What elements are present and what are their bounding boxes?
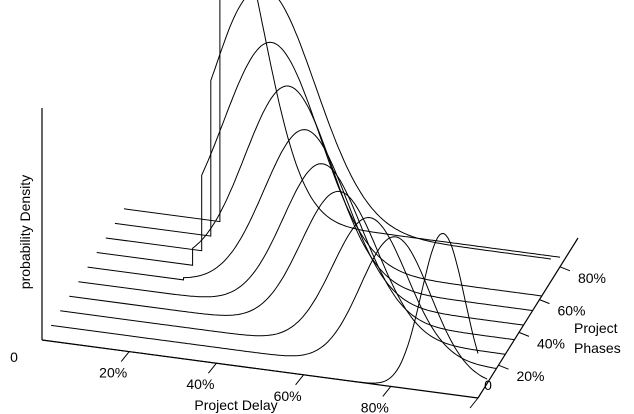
z-tick-mark bbox=[539, 299, 550, 305]
series-curve-1 bbox=[41, 232, 479, 384]
x-tick-label: 0 bbox=[10, 349, 18, 365]
y-axis-title: probability Density bbox=[17, 175, 33, 289]
x-tick-mark bbox=[382, 386, 392, 397]
x-tick-mark bbox=[120, 351, 130, 362]
z-tick-label: 40% bbox=[537, 335, 565, 351]
series-curves bbox=[41, 0, 561, 384]
z-tick-label: 0 bbox=[484, 377, 492, 393]
z-axis-line bbox=[477, 237, 579, 399]
x-tick-label: 40% bbox=[186, 376, 214, 392]
axes bbox=[41, 108, 579, 399]
x-tick-mark bbox=[208, 362, 217, 374]
z-axis-title-line1: Project bbox=[574, 320, 618, 336]
axis-ticks: 0 20% 40% 60% 80% 100% 0 20% 40% 60% 80% bbox=[10, 266, 606, 414]
series-curve-7 bbox=[96, 85, 533, 311]
axis-labels: probability Density Project Delay Projec… bbox=[17, 175, 621, 413]
x-tick-label: 100% bbox=[444, 411, 480, 414]
x-tick-label: 60% bbox=[274, 388, 302, 404]
x-tick-label: 20% bbox=[99, 365, 127, 381]
series-curve-9 bbox=[114, 0, 551, 260]
z-tick-mark bbox=[518, 331, 530, 337]
z-tick-mark bbox=[498, 364, 509, 370]
series-curve-6 bbox=[87, 129, 524, 326]
series-curve-4 bbox=[69, 190, 506, 355]
x-tick-label: 80% bbox=[361, 399, 389, 414]
series-curve-10 bbox=[123, 0, 561, 258]
series-curve-2 bbox=[51, 236, 488, 380]
series-curve-8 bbox=[105, 41, 542, 297]
z-tick-label: 60% bbox=[557, 303, 585, 319]
z-tick-label: 20% bbox=[516, 368, 544, 384]
x-axis-title: Project Delay bbox=[194, 397, 277, 413]
x-tick-mark bbox=[469, 397, 479, 409]
z-axis-title-line2: Phases bbox=[574, 340, 621, 356]
x-tick-mark bbox=[295, 374, 304, 386]
series-curve-5 bbox=[78, 163, 515, 341]
z-tick-mark bbox=[559, 266, 571, 272]
z-tick-label: 80% bbox=[578, 270, 606, 286]
series-curve-3 bbox=[60, 216, 497, 369]
